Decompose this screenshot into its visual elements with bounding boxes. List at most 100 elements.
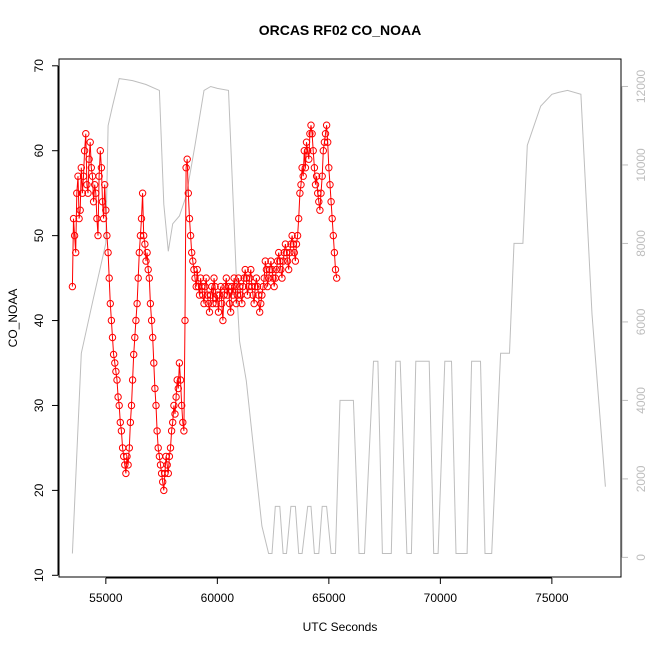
co-data-point bbox=[76, 206, 84, 214]
co-data-point bbox=[133, 299, 141, 308]
co-data-point bbox=[142, 257, 150, 265]
co-data-point bbox=[289, 240, 297, 248]
co-data-point bbox=[198, 282, 206, 291]
co-data-point bbox=[147, 316, 156, 325]
co-data-point bbox=[217, 282, 225, 291]
x-axis-label: UTC Seconds bbox=[303, 620, 378, 634]
co-data-point bbox=[241, 265, 249, 274]
co-data-point bbox=[247, 265, 255, 274]
y-tick-label: 20 bbox=[32, 483, 46, 497]
co-data-point bbox=[231, 282, 239, 291]
co-data-point bbox=[318, 172, 326, 180]
co-data-point bbox=[253, 282, 262, 291]
co-data-point bbox=[87, 164, 96, 172]
co-data-point bbox=[83, 181, 91, 189]
co-data-point bbox=[256, 308, 264, 316]
co-data-point bbox=[84, 189, 92, 197]
co-data-point bbox=[195, 291, 204, 299]
co-data-point bbox=[234, 274, 243, 282]
co-data-point bbox=[307, 121, 315, 129]
co-data-point bbox=[74, 172, 82, 180]
altitude-series-line bbox=[71, 78, 606, 554]
co-data-point bbox=[262, 265, 271, 274]
co-data-point bbox=[293, 231, 302, 240]
co-data-point bbox=[173, 376, 181, 384]
co-data-point bbox=[240, 274, 248, 282]
chart-title: ORCAS RF02 CO_NOAA bbox=[259, 22, 422, 38]
co-data-point bbox=[135, 248, 144, 257]
co-data-point bbox=[296, 189, 304, 197]
axes: 55000 60000 65000 70000 75000 10 20 30 40 50 60 70 0… bbox=[32, 59, 648, 605]
y-tick-label: 40 bbox=[32, 314, 46, 328]
co-data-point bbox=[228, 282, 236, 291]
co-data-point bbox=[285, 265, 293, 274]
co-data-point bbox=[92, 189, 100, 197]
co-data-point bbox=[301, 164, 310, 172]
co-data-point bbox=[219, 316, 227, 325]
co-data-point bbox=[161, 469, 169, 478]
co-data-point bbox=[113, 376, 121, 384]
plot-frame bbox=[58, 58, 622, 578]
y-tick-label: 50 bbox=[32, 229, 46, 243]
co-data-point bbox=[162, 452, 170, 461]
y2-tick-label: 8000 bbox=[634, 230, 648, 257]
co-data-point bbox=[300, 147, 308, 155]
series-layer bbox=[68, 78, 606, 554]
co-data-point bbox=[171, 410, 179, 418]
co-data-point bbox=[112, 367, 120, 376]
y2-tick-label: 10000 bbox=[634, 148, 648, 182]
co-data-point bbox=[165, 452, 174, 461]
co-data-point bbox=[190, 265, 198, 274]
co-data-point bbox=[172, 393, 180, 401]
co-data-point bbox=[188, 248, 196, 257]
co-data-point bbox=[319, 147, 327, 155]
co-data-point bbox=[327, 198, 335, 206]
co-data-point bbox=[183, 155, 191, 163]
co-data-point bbox=[140, 231, 148, 240]
co-data-point bbox=[297, 181, 305, 189]
co-data-point bbox=[215, 291, 224, 299]
co-data-point bbox=[126, 418, 135, 427]
y-tick-label: 60 bbox=[32, 144, 46, 158]
co-data-point bbox=[136, 231, 145, 240]
co-data-point bbox=[169, 418, 177, 427]
co-data-point bbox=[94, 231, 102, 240]
co-data-point bbox=[305, 155, 313, 163]
co-data-point bbox=[324, 138, 332, 146]
co-data-point bbox=[311, 181, 320, 189]
co-data-point bbox=[79, 172, 88, 180]
co-data-point bbox=[149, 333, 157, 342]
co-data-point bbox=[107, 316, 116, 325]
co-data-point bbox=[304, 147, 312, 155]
co-data-point bbox=[98, 198, 107, 206]
co-data-point bbox=[146, 299, 155, 308]
co-data-point bbox=[101, 181, 109, 189]
x-tick-label: 65000 bbox=[312, 591, 346, 605]
co-data-point bbox=[252, 274, 261, 282]
co-data-point bbox=[202, 274, 210, 282]
co-data-point bbox=[280, 248, 288, 257]
co-data-point bbox=[218, 299, 226, 308]
co-data-point bbox=[317, 189, 325, 197]
co-data-point bbox=[184, 189, 193, 197]
x-tick-label: 55000 bbox=[89, 591, 123, 605]
co-data-point bbox=[109, 350, 118, 359]
co-data-point bbox=[180, 427, 188, 435]
co-data-point bbox=[69, 214, 78, 223]
co-data-point bbox=[104, 248, 112, 257]
co-data-point bbox=[73, 189, 81, 197]
co-data-point bbox=[191, 274, 199, 282]
co-data-point bbox=[320, 138, 329, 146]
co-data-point bbox=[268, 265, 276, 274]
co-data-point bbox=[257, 299, 265, 308]
co-data-point bbox=[137, 214, 146, 223]
co-data-point bbox=[242, 274, 251, 282]
co-data-point bbox=[291, 257, 300, 265]
co-data-point bbox=[214, 308, 223, 316]
co-data-point bbox=[143, 248, 151, 257]
co-data-point bbox=[275, 248, 283, 257]
co-data-point bbox=[164, 469, 173, 478]
co-data-point bbox=[212, 299, 220, 308]
co-data-point bbox=[273, 257, 282, 265]
